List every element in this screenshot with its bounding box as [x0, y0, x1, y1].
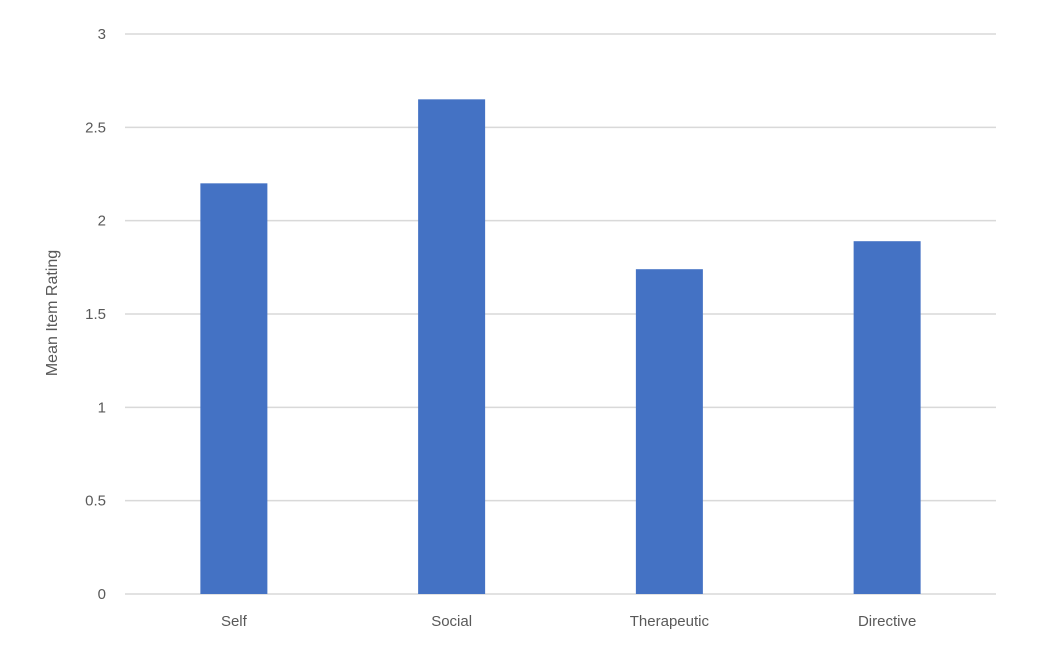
y-tick-label: 1	[98, 399, 106, 416]
bar-therapeutic	[635, 269, 703, 594]
bars	[200, 99, 921, 595]
x-tick-label: Directive	[858, 613, 916, 630]
y-tick-label: 0	[98, 586, 106, 603]
y-tick-label: 1.5	[85, 306, 106, 323]
bar-social	[418, 99, 486, 594]
gridlines	[125, 33, 996, 595]
x-tick-label: Social	[431, 613, 472, 630]
y-tick-label: 0.5	[85, 493, 106, 510]
bar-self	[200, 183, 268, 595]
bar-directive	[853, 241, 921, 594]
x-tick-labels: Self Social Therapeutic Directive	[221, 613, 916, 630]
x-tick-label: Therapeutic	[630, 613, 710, 630]
y-tick-label: 2	[98, 213, 106, 230]
y-tick-label: 2.5	[85, 119, 106, 136]
y-axis-label: Mean Item Rating	[44, 250, 61, 376]
y-tick-label: 3	[98, 26, 106, 43]
y-tick-labels: 0 0.5 1 1.5 2 2.5 3	[85, 26, 106, 603]
x-tick-label: Self	[221, 613, 248, 630]
